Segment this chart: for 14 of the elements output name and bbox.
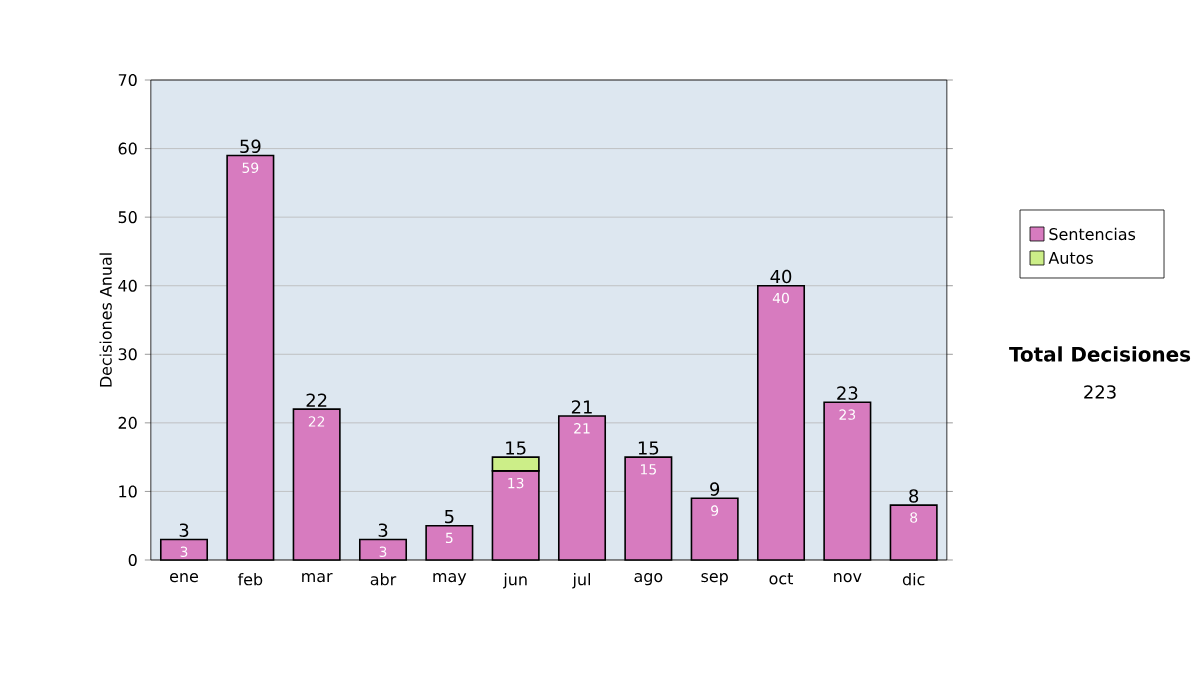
total-label: 23 — [837, 386, 858, 400]
total-label: 15 — [506, 441, 526, 455]
total-label: 15 — [638, 441, 659, 455]
total-label: 9 — [710, 482, 720, 496]
total-label: 21 — [571, 400, 592, 414]
total-label: 40 — [770, 269, 792, 284]
total-label: 59 — [240, 139, 261, 154]
total-label: 3 — [378, 523, 388, 538]
total-label: 3 — [179, 523, 189, 538]
total-label: 22 — [306, 393, 327, 407]
total-label: 8 — [909, 489, 919, 503]
text: Total Decisiones — [1009, 346, 1191, 362]
total-label: 5 — [445, 510, 454, 524]
text: 223 — [1084, 385, 1116, 399]
